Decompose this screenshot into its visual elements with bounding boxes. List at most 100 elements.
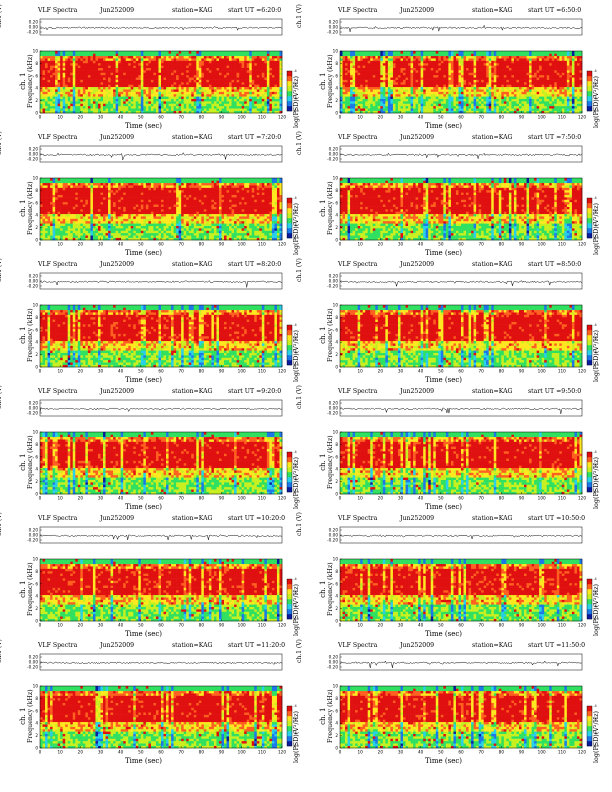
spectrogram-cell: [143, 60, 147, 64]
spectrogram-cell: [47, 79, 51, 83]
spectrogram-cell: [173, 105, 177, 109]
spectrogram-cell: [443, 51, 447, 54]
spectrogram-cell: [385, 82, 389, 85]
spectrogram-cell: [443, 60, 447, 64]
spectrogram-cell: [92, 74, 96, 78]
spectrogram-cell: [448, 77, 452, 80]
spectrogram-cell: [67, 108, 71, 111]
spectrogram-cell: [476, 86, 479, 90]
spectrogram-cell: [531, 53, 535, 57]
spectrogram-cell: [163, 72, 167, 76]
spectrogram-cell: [377, 93, 381, 97]
spectrogram-cell: [193, 110, 197, 114]
spectrogram-cell: [271, 74, 275, 78]
spectrogram-cell: [521, 96, 525, 99]
spectrogram-cell: [110, 72, 114, 76]
spectrogram-cell: [196, 53, 200, 57]
spectrogram-cell: [72, 86, 76, 90]
spectrogram-cell: [244, 103, 248, 107]
spectrogram-cell: [385, 70, 389, 73]
spectrogram-cell: [42, 70, 46, 73]
spectrogram-cell: [118, 55, 121, 59]
spectrogram-cell: [397, 62, 401, 66]
spectrogram-cell: [125, 82, 129, 85]
spectrogram-cell: [110, 60, 114, 64]
spectrogram-cell: [153, 101, 157, 104]
panel-plot: 0.200.00-0.200 10 20 30 40 50 60 70 80 90 100 110 12…: [27, 18, 299, 120]
spectrogram-cell: [400, 96, 404, 99]
spectrogram-cell: [87, 86, 91, 90]
spectrogram-cell: [45, 105, 48, 109]
spectrogram-cell: [239, 53, 242, 57]
spectrogram-cell: [115, 86, 119, 90]
spectrogram-cell: [440, 70, 444, 73]
spectrogram-cell: [77, 67, 81, 71]
spectrogram-cell: [234, 51, 237, 54]
spectrogram-cell: [405, 98, 409, 102]
spectrogram-cell: [153, 51, 157, 54]
spectrogram-cell: [496, 72, 500, 76]
spectrogram-cell: [113, 67, 116, 71]
spectrogram-cell: [85, 67, 89, 71]
spectrogram-cell: [471, 65, 474, 68]
spectrogram-cell: [559, 110, 563, 114]
spectrogram-cell: [524, 72, 527, 76]
spectrogram-cell: [87, 98, 91, 102]
spectrogram-cell: [483, 79, 487, 83]
spectrogram-cell: [234, 98, 237, 102]
spectrogram-cell: [150, 96, 154, 99]
spectrogram-cell: [115, 98, 119, 102]
spectrogram-cell: [433, 98, 437, 102]
spectrogram-cell: [123, 62, 127, 66]
spectrogram-cell: [256, 53, 260, 57]
spectrogram-cell: [418, 53, 421, 57]
spectrogram-cell: [276, 96, 280, 99]
spectrogram-cell: [85, 103, 89, 107]
spectrogram-cell: [362, 96, 366, 99]
spectrogram-cell: [387, 55, 391, 59]
spectrogram-cell: [155, 93, 159, 97]
spectrogram-cell: [239, 108, 242, 111]
spectrogram-cell: [251, 60, 255, 64]
spectrogram-cell: [213, 91, 217, 95]
spectrogram-cell: [380, 89, 384, 92]
spectrogram-cell: [486, 55, 490, 59]
spectrogram-cell: [261, 55, 265, 59]
spectrogram-cell: [183, 82, 187, 85]
spectrogram-cell: [564, 86, 568, 90]
spectrogram-cell: [453, 79, 457, 83]
spectrogram-cell: [390, 105, 394, 109]
spectrogram-cell: [148, 70, 152, 73]
spectrogram-cell: [556, 70, 560, 73]
spectrogram-cell: [208, 77, 212, 80]
spectrogram-cell: [198, 84, 202, 88]
spectrogram-cell: [249, 70, 253, 73]
spectrogram-cell: [390, 91, 394, 95]
spectrogram-cell: [163, 84, 167, 88]
spectrogram-cell: [559, 89, 563, 92]
spectrogram-cell: [516, 79, 520, 83]
spectrogram-cell: [181, 55, 184, 59]
spectrogram-cell: [123, 79, 127, 83]
spectrogram-cell: [395, 51, 399, 54]
spectrogram-cell: [511, 60, 515, 64]
spectrogram-cell: [405, 93, 409, 97]
spectrogram-cell: [382, 60, 386, 64]
spectrogram-cell: [541, 93, 545, 97]
spectrogram-cell: [450, 105, 454, 109]
spectrogram-cell: [80, 55, 84, 59]
spectrogram-cell: [87, 60, 91, 64]
spectrogram-cell: [85, 65, 89, 68]
spectrogram-cell: [150, 65, 154, 68]
spectrogram-cell: [155, 110, 159, 114]
spectrogram-cell: [340, 74, 343, 78]
spectrogram-cell: [508, 65, 512, 68]
spectrogram-cell: [231, 60, 235, 64]
spectrogram-cell: [145, 96, 149, 99]
spectrogram-cell: [95, 72, 99, 76]
spectrogram-cell: [473, 110, 477, 114]
spectrogram-cell: [564, 101, 568, 104]
spectrogram-cell: [445, 55, 449, 59]
spectrogram-cell: [244, 70, 248, 73]
spectrogram-cell: [138, 101, 142, 104]
